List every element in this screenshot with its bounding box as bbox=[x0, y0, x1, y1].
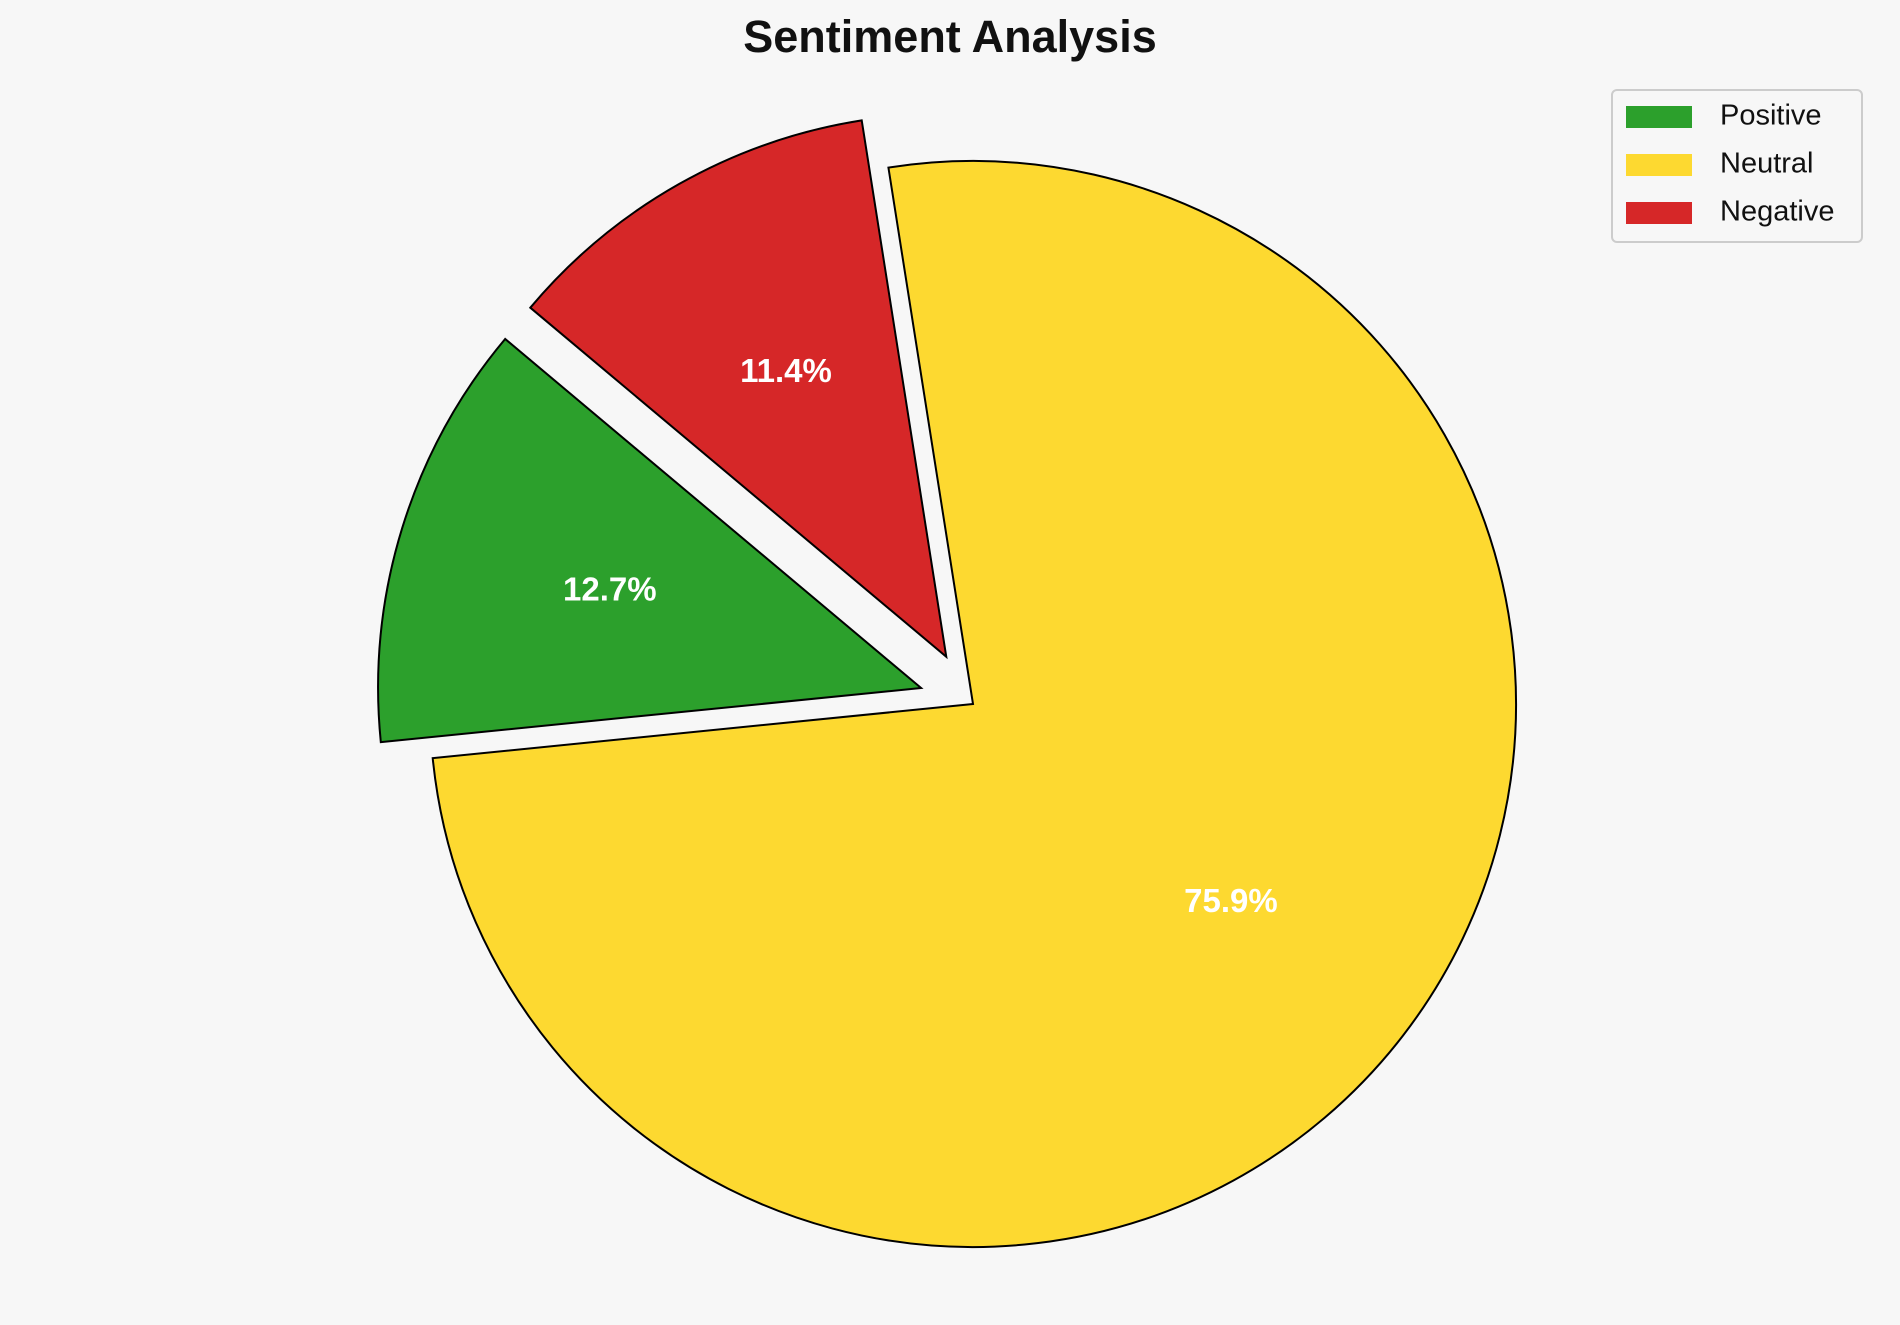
legend-label: Neutral bbox=[1720, 148, 1814, 180]
legend-swatch bbox=[1626, 154, 1692, 176]
pie-slice bbox=[377, 337, 924, 744]
legend-swatch bbox=[1626, 106, 1692, 128]
chart-title: Sentiment Analysis bbox=[743, 11, 1156, 62]
legend-swatch bbox=[1626, 202, 1692, 224]
slice-label: 11.4% bbox=[740, 352, 832, 389]
pie-slice bbox=[528, 119, 948, 660]
legend-label: Positive bbox=[1720, 100, 1822, 132]
pie-slice bbox=[431, 160, 1517, 1248]
legend-label: Negative bbox=[1720, 196, 1834, 228]
slice-label: 12.7% bbox=[563, 571, 657, 608]
slice-label: 75.9% bbox=[1184, 882, 1278, 919]
